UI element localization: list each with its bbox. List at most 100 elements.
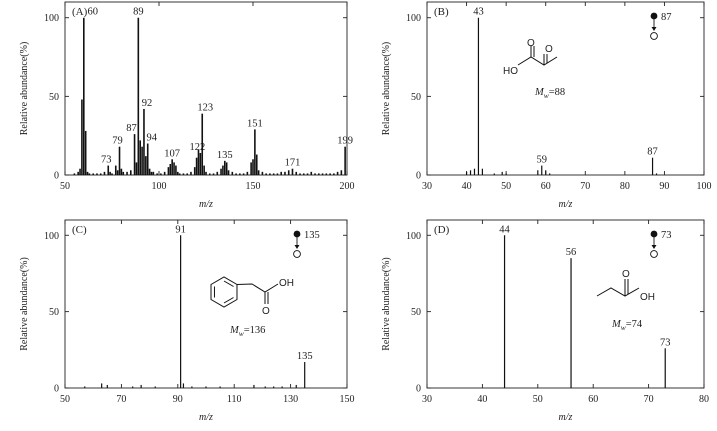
peak-label: 73 bbox=[660, 337, 671, 348]
plot-frame bbox=[426, 1, 705, 176]
molecular-ion-label: 73 bbox=[661, 230, 672, 241]
panel-tag: (A) bbox=[72, 6, 88, 18]
peak-label: 94 bbox=[146, 133, 157, 144]
peak-label: 92 bbox=[142, 98, 153, 109]
x-axis-label: m/z bbox=[199, 412, 213, 423]
x-tick-label: 30 bbox=[422, 181, 432, 192]
structure-pyruvic-acid: OO HO bbox=[503, 38, 558, 77]
ring-double-bond bbox=[223, 280, 234, 287]
hydroxyl-group: OH bbox=[279, 278, 294, 289]
peak-label: 79 bbox=[112, 136, 123, 147]
x-tick-label: 80 bbox=[699, 394, 709, 405]
x-tick-label: 110 bbox=[227, 394, 242, 405]
x-tick-label: 70 bbox=[116, 394, 126, 405]
oxygen-atom: O bbox=[545, 44, 553, 55]
peak-label: 135 bbox=[217, 150, 233, 161]
x-tick-label: 150 bbox=[246, 181, 261, 192]
molecular-weight: Mw=136 bbox=[229, 325, 265, 338]
y-tick-label: 100 bbox=[44, 231, 59, 242]
structure-phenylacetic-acid: O OH bbox=[210, 276, 294, 317]
x-tick-label: 60 bbox=[588, 394, 598, 405]
oxygen-atom: O bbox=[527, 38, 535, 49]
mw-value: =136 bbox=[244, 325, 266, 336]
skeleton-bonds bbox=[517, 56, 558, 66]
x-tick-label: 100 bbox=[152, 181, 167, 192]
peak-label: 199 bbox=[337, 136, 353, 147]
x-axis-label: m/z bbox=[559, 412, 573, 423]
x-tick-label: 40 bbox=[462, 181, 472, 192]
mw-symbol: M bbox=[229, 325, 240, 336]
x-tick-label: 50 bbox=[60, 394, 70, 405]
peak-label: 56 bbox=[566, 247, 577, 258]
oxygen-atom: O bbox=[262, 306, 270, 317]
peak-label: 43 bbox=[473, 7, 484, 18]
oxygen-atom: O bbox=[622, 269, 630, 280]
plot-frame bbox=[64, 1, 348, 176]
x-tick-label: 60 bbox=[541, 181, 551, 192]
peak-label: 122 bbox=[189, 142, 205, 153]
spectrum-panel-d: 30 40 50 60 70 80 0 50 100 m/z Relative abundance(… bbox=[381, 219, 709, 423]
x-tick-label: 50 bbox=[501, 181, 511, 192]
side-chain-bonds bbox=[236, 283, 279, 293]
hydroxyl-group: OH bbox=[640, 292, 655, 303]
x-tick-label: 40 bbox=[477, 394, 487, 405]
cation-circle-icon bbox=[650, 32, 658, 40]
peak-label: 87 bbox=[647, 147, 658, 158]
skeleton-bonds bbox=[596, 287, 640, 297]
peak-label: 73 bbox=[101, 155, 112, 166]
y-tick-label: 50 bbox=[49, 307, 59, 318]
x-tick-label: 90 bbox=[173, 394, 183, 405]
y-tick-label: 0 bbox=[54, 171, 59, 182]
peak-label: 107 bbox=[164, 148, 180, 159]
peak-label: 87 bbox=[126, 123, 137, 134]
plot-frame bbox=[426, 219, 705, 389]
y-tick-label: 0 bbox=[416, 171, 421, 182]
x-tick-label: 30 bbox=[422, 394, 432, 405]
y-tick-label: 100 bbox=[406, 13, 421, 24]
peak-label: 171 bbox=[285, 158, 301, 169]
panel-tag: (D) bbox=[434, 224, 450, 236]
y-tick-label: 100 bbox=[44, 13, 59, 24]
radical-dot-icon bbox=[650, 12, 658, 20]
x-tick-label: 100 bbox=[697, 181, 712, 192]
x-tick-label: 80 bbox=[620, 181, 630, 192]
cation-circle-icon bbox=[650, 250, 658, 258]
x-axis-label: m/z bbox=[559, 199, 573, 210]
y-tick-label: 0 bbox=[54, 384, 59, 395]
cation-circle-icon bbox=[293, 250, 301, 258]
mw-subscript: w bbox=[239, 329, 244, 338]
mw-value: =88 bbox=[549, 87, 565, 98]
y-axis-label: Relative abundance(%) bbox=[381, 42, 392, 136]
panel-tag: (B) bbox=[434, 6, 449, 18]
hydroxyl-group: HO bbox=[503, 66, 518, 77]
peak-label: 123 bbox=[197, 103, 213, 114]
peak-label: 91 bbox=[175, 224, 186, 235]
y-tick-label: 50 bbox=[411, 92, 421, 103]
peak-label: 59 bbox=[537, 155, 548, 166]
x-tick-label: 200 bbox=[340, 181, 355, 192]
peak-label: 151 bbox=[247, 118, 263, 129]
molecular-weight: Mw=74 bbox=[611, 319, 643, 332]
y-tick-label: 0 bbox=[416, 384, 421, 395]
y-axis-label: Relative abundance(%) bbox=[19, 257, 30, 351]
structure-propanoic-acid: O OH bbox=[596, 269, 655, 303]
mw-symbol: M bbox=[534, 87, 545, 98]
x-tick-label: 70 bbox=[580, 181, 590, 192]
mw-subscript: w bbox=[621, 323, 626, 332]
radical-dot-icon bbox=[293, 230, 301, 238]
arrow-down-icon bbox=[651, 27, 657, 31]
mw-subscript: w bbox=[544, 91, 549, 100]
x-tick-label: 50 bbox=[60, 181, 70, 192]
x-tick-label: 50 bbox=[533, 394, 543, 405]
y-tick-label: 50 bbox=[411, 307, 421, 318]
mw-symbol: M bbox=[611, 319, 622, 330]
arrow-down-icon bbox=[294, 245, 300, 249]
x-tick-label: 130 bbox=[283, 394, 298, 405]
arrow-down-icon bbox=[651, 245, 657, 249]
panel-tag: (C) bbox=[72, 224, 87, 236]
x-tick-label: 70 bbox=[644, 394, 654, 405]
peak-label: 60 bbox=[88, 7, 99, 18]
radical-dot-icon bbox=[650, 230, 658, 238]
